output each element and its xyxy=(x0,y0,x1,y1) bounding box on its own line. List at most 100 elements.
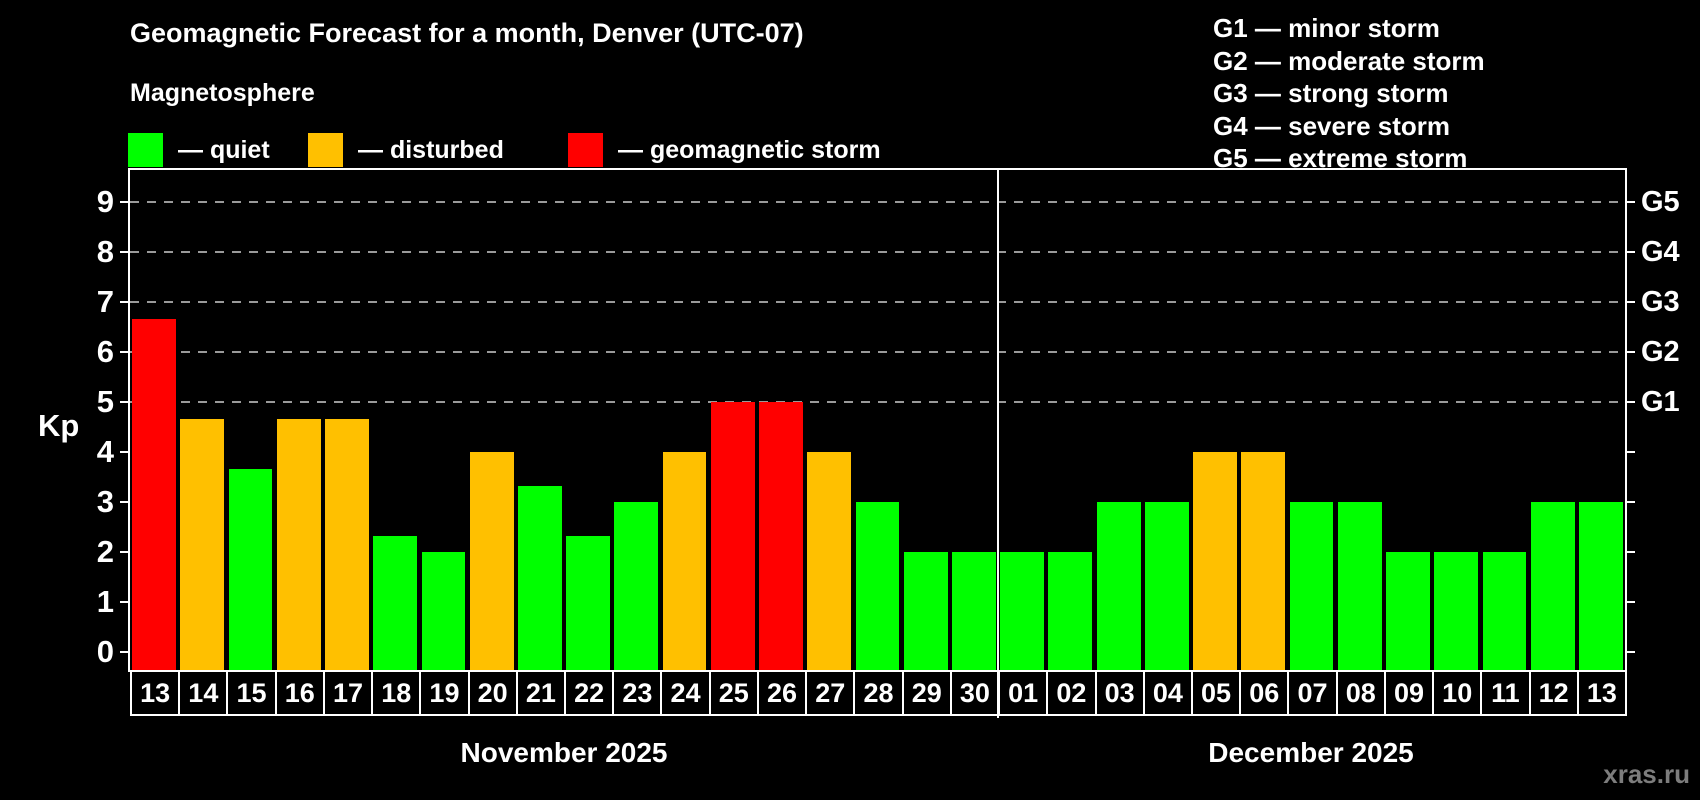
kp-bar-day-21 xyxy=(518,485,562,670)
left-axis-tick xyxy=(120,651,130,653)
kp-bar-day-10 xyxy=(1434,552,1479,670)
day-label: 24 xyxy=(660,670,711,716)
kp-bar-day-13 xyxy=(1578,502,1623,670)
kp-bar-day-23 xyxy=(614,502,659,670)
g-legend-line: G1 — minor storm xyxy=(1213,13,1440,43)
kp-bar-day-05 xyxy=(1193,452,1237,670)
kp-bar-day-09 xyxy=(1386,552,1430,670)
left-axis-tick xyxy=(120,251,130,253)
quiet-color-swatch xyxy=(128,133,163,167)
day-label: 02 xyxy=(1046,670,1097,716)
kp-bar-day-06 xyxy=(1241,452,1286,670)
day-label: 15 xyxy=(226,670,277,716)
day-label: 28 xyxy=(853,670,904,716)
gridline-kp5 xyxy=(130,401,1625,403)
kp-bar-day-02 xyxy=(1048,552,1093,670)
day-label: 13 xyxy=(130,670,181,716)
day-label: 13 xyxy=(1576,670,1627,716)
left-axis-tick xyxy=(120,601,130,603)
day-label: 27 xyxy=(805,670,856,716)
left-axis-tick xyxy=(120,301,130,303)
kp-bar-day-28 xyxy=(855,502,900,670)
day-label: 23 xyxy=(612,670,663,716)
gridline-kp8 xyxy=(130,251,1625,253)
kp-bar-day-12 xyxy=(1530,502,1575,670)
right-axis-tick xyxy=(1625,251,1635,253)
legend-label: — disturbed xyxy=(358,135,504,164)
day-label: 14 xyxy=(178,670,229,716)
kp-bar-day-20 xyxy=(469,452,514,670)
kp-bar-day-25 xyxy=(710,402,755,670)
kp-bar-day-14 xyxy=(180,418,225,670)
kp-bar-day-07 xyxy=(1289,502,1334,670)
kp-bar-day-26 xyxy=(759,402,803,670)
day-label: 30 xyxy=(949,670,1001,716)
watermark: xras.ru xyxy=(1603,759,1690,789)
right-axis-tick xyxy=(1625,601,1635,603)
day-label: 11 xyxy=(1480,670,1531,716)
kp-bar-day-11 xyxy=(1482,552,1527,670)
kp-bar-day-22 xyxy=(566,535,611,670)
day-label: 12 xyxy=(1528,670,1579,716)
day-label: 18 xyxy=(371,670,422,716)
kp-bar-day-27 xyxy=(807,452,852,670)
right-axis-tick xyxy=(1625,401,1635,403)
right-axis-tick xyxy=(1625,501,1635,503)
day-label: 10 xyxy=(1432,670,1483,716)
day-label: 29 xyxy=(901,670,952,716)
kp-bar-day-30 xyxy=(952,552,996,670)
day-label: 17 xyxy=(322,670,374,716)
page-title: Geomagnetic Forecast for a month, Denver… xyxy=(130,18,804,48)
day-label: 01 xyxy=(998,670,1049,716)
kp-bar-day-16 xyxy=(276,418,321,670)
day-label: 20 xyxy=(467,670,518,716)
right-axis-tick xyxy=(1625,301,1635,303)
disturbed-color-swatch xyxy=(308,133,343,167)
day-label: 22 xyxy=(564,670,615,716)
left-axis-tick xyxy=(120,201,130,203)
day-label: 21 xyxy=(515,670,567,716)
kp-bar-day-03 xyxy=(1096,502,1141,670)
day-label: 26 xyxy=(756,670,808,716)
day-label: 25 xyxy=(708,670,759,716)
right-axis-tick xyxy=(1625,651,1635,653)
kp-bar-day-04 xyxy=(1144,502,1189,670)
gridline-kp9 xyxy=(130,201,1625,203)
right-axis-tick xyxy=(1625,201,1635,203)
legend-item-quiet: — quiet xyxy=(128,133,270,167)
legend-item-storm: — geomagnetic storm xyxy=(568,133,881,167)
right-axis-tick xyxy=(1625,451,1635,453)
day-label: 04 xyxy=(1142,670,1193,716)
chart-subtitle: Magnetosphere xyxy=(130,79,315,107)
kp-bar-day-24 xyxy=(662,452,707,670)
kp-bar-day-01 xyxy=(1000,552,1045,670)
day-label: 06 xyxy=(1239,670,1290,716)
month-label-november: November 2025 xyxy=(460,737,668,768)
day-label: 03 xyxy=(1094,670,1145,716)
left-axis-tick xyxy=(120,451,130,453)
month-label-december: December 2025 xyxy=(1208,737,1414,768)
g-legend-line: G4 — severe storm xyxy=(1213,110,1451,141)
g-legend-line: G2 — moderate storm xyxy=(1213,45,1485,76)
kp-bar-day-08 xyxy=(1337,502,1382,670)
right-axis-tick xyxy=(1625,551,1635,553)
left-axis-tick xyxy=(120,551,130,553)
left-axis-tick xyxy=(120,501,130,503)
day-label: 08 xyxy=(1335,670,1386,716)
gridline-kp6 xyxy=(130,351,1625,353)
day-label: 05 xyxy=(1190,670,1242,716)
gridline-kp7 xyxy=(130,301,1625,303)
right-axis-tick xyxy=(1625,351,1635,353)
kp-bar-day-19 xyxy=(421,552,466,670)
legend-label: — geomagnetic storm xyxy=(618,135,881,164)
day-label: 07 xyxy=(1287,670,1338,716)
g-legend-line: G3 — strong storm xyxy=(1213,78,1449,108)
kp-bar-day-13 xyxy=(132,318,176,670)
legend-item-disturbed: — disturbed xyxy=(308,133,504,167)
left-axis-tick xyxy=(120,401,130,403)
day-label: 16 xyxy=(274,670,325,716)
left-axis-tick xyxy=(120,351,130,353)
y-axis-label: Kp xyxy=(38,408,80,443)
